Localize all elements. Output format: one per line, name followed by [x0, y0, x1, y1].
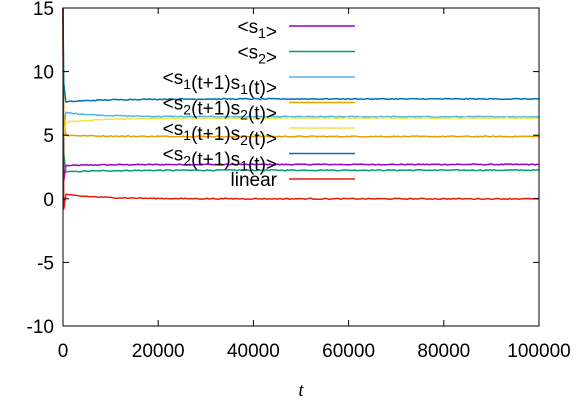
- legend-label-2: <s1(t+1)s1(t)>: [163, 68, 277, 99]
- y-tick-label: -5: [37, 253, 54, 274]
- x-tick-label: 0: [58, 341, 69, 362]
- y-tick-label: -10: [27, 317, 54, 338]
- y-tick-label: 10: [33, 63, 54, 84]
- plot-frame: [62, 7, 540, 327]
- legend-label-0: <s1>: [237, 17, 277, 43]
- legend: <s1><s2><s1(t+1)s1(t)><s2(t+1)s2(t)><s1(…: [163, 17, 355, 191]
- legend-label-4: <s1(t+1)s2(t)>: [163, 119, 277, 150]
- x-tick-label: 20000: [132, 341, 185, 362]
- axis-ticks: -10 -5 0 5 10 15 0 20000 40000 60000 80000 100000: [27, 0, 571, 362]
- x-tick-label: 100000: [507, 341, 570, 362]
- series-lines: [62, 7, 540, 210]
- x-axis-label: t: [298, 380, 304, 401]
- legend-label-5: <s2(t+1)s1(t)>: [163, 145, 277, 176]
- legend-label-6: linear: [231, 170, 278, 191]
- legend-label-1: <s2>: [237, 43, 277, 69]
- x-tick-label: 40000: [227, 341, 280, 362]
- series-line-1: [62, 7, 539, 174]
- series-line-3: [62, 7, 540, 138]
- series-line-2: [62, 7, 540, 128]
- series-line-6: [62, 7, 540, 210]
- series-line-5: [62, 7, 540, 104]
- y-tick-label: 5: [43, 126, 54, 147]
- y-tick-label: 0: [43, 190, 54, 211]
- x-tick-label: 60000: [322, 341, 375, 362]
- x-tick-label: 80000: [417, 341, 470, 362]
- series-line-4: [62, 7, 540, 138]
- legend-label-3: <s2(t+1)s2(t)>: [163, 94, 277, 125]
- series-line-0: [62, 7, 540, 182]
- y-tick-label: 15: [33, 0, 54, 20]
